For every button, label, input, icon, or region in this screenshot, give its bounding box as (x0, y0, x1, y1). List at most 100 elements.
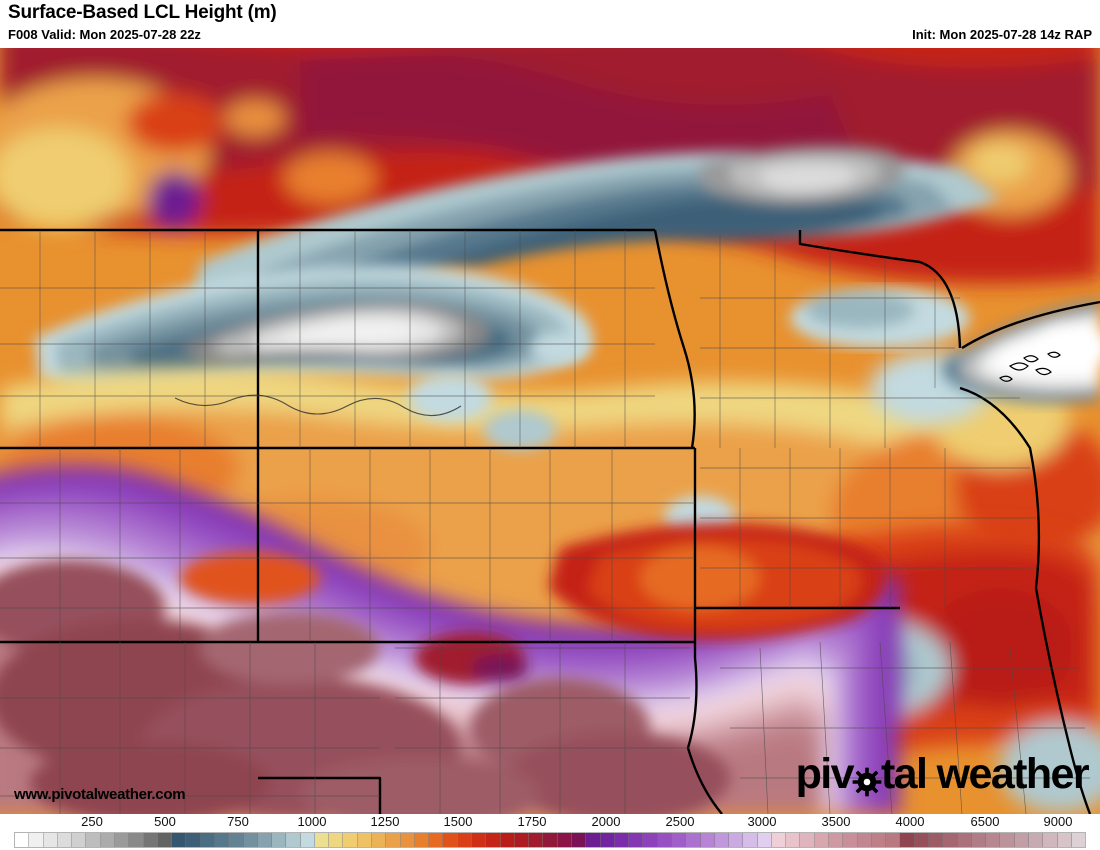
colorbar-swatch (1043, 833, 1058, 847)
colorbar-swatch (486, 833, 501, 847)
colorbar-swatch (243, 833, 258, 847)
colorbar-swatch (543, 833, 558, 847)
lake-shoreline-detail (999, 351, 1061, 382)
colorbar-swatch (272, 833, 287, 847)
brand-text-part2: tal weather (880, 750, 1090, 798)
colorbar-tick-label: 4000 (895, 814, 925, 829)
colorbar: 250 500 750 1000 1250 1500 1750 2000 2500 3000 350… (0, 814, 1100, 850)
colorbar-swatch (372, 833, 387, 847)
colorbar-swatch (172, 833, 187, 847)
weather-map[interactable]: www.pivotalweather.com piv tal weather (0, 48, 1100, 814)
colorbar-tick-label: 1500 (443, 814, 473, 829)
colorbar-swatch (343, 833, 358, 847)
colorbar-swatch (557, 833, 572, 847)
colorbar-swatch (143, 833, 158, 847)
page-title: Surface-Based LCL Height (m) (8, 2, 277, 23)
colorbar-tick-label: 6500 (970, 814, 1000, 829)
colorbar-swatch (386, 833, 401, 847)
colorbar-swatch (986, 833, 1001, 847)
colorbar-swatch (757, 833, 772, 847)
colorbar-swatch (900, 833, 915, 847)
colorbar-swatch (114, 833, 130, 847)
colorbar-swatch (1028, 833, 1044, 847)
colorbar-swatch (743, 833, 758, 847)
colorbar-swatch (472, 833, 487, 847)
colorbar-swatch (15, 833, 30, 847)
colorbar-swatch (914, 833, 929, 847)
colorbar-swatch (629, 833, 644, 847)
colorbar-tick-label: 250 (81, 814, 103, 829)
river-missouri (174, 394, 462, 417)
colorbar-tick-label: 9000 (1043, 814, 1073, 829)
colorbar-swatch (43, 833, 58, 847)
county-borders (0, 230, 1090, 814)
colorbar-swatch (443, 833, 458, 847)
colorbar-swatch (1000, 833, 1015, 847)
colorbar-swatch (457, 833, 472, 847)
colorbar-swatch (1071, 833, 1086, 847)
watermark-url: www.pivotalweather.com (14, 786, 186, 803)
colorbar-tick-labels: 250 500 750 1000 1250 1500 1750 2000 2500 3000 350… (0, 814, 1100, 831)
colorbar-swatch (357, 833, 373, 847)
colorbar-swatch (714, 833, 730, 847)
colorbar-swatch (229, 833, 244, 847)
colorbar-tick-label: 3500 (821, 814, 851, 829)
colorbar-tick-label: 1250 (370, 814, 400, 829)
colorbar-swatch (1014, 833, 1029, 847)
colorbar-tick-label: 2000 (591, 814, 621, 829)
colorbar-swatch (186, 833, 201, 847)
colorbar-swatch (800, 833, 815, 847)
colorbar-swatch (400, 833, 415, 847)
colorbar-swatch (614, 833, 630, 847)
colorbar-swatch (57, 833, 73, 847)
colorbar-tick-label: 2500 (665, 814, 695, 829)
colorbar-swatch (100, 833, 115, 847)
colorbar-swatch (529, 833, 544, 847)
colorbar-swatch (643, 833, 658, 847)
colorbar-tick-label: 1000 (297, 814, 327, 829)
brand-text-part1: piv (795, 750, 855, 798)
colorbar-swatch (843, 833, 858, 847)
pivotal-weather-logo: piv tal weather (795, 750, 1090, 798)
colorbar-swatch (414, 833, 430, 847)
colorbar-swatch (671, 833, 687, 847)
init-time-label: Init: Mon 2025-07-28 14z RAP (912, 27, 1092, 42)
colorbar-swatch (72, 833, 87, 847)
colorbar-swatch (829, 833, 844, 847)
colorbar-swatch (129, 833, 144, 847)
colorbar-swatch (329, 833, 344, 847)
header-bar: Surface-Based LCL Height (m) F008 Valid:… (0, 0, 1100, 48)
colorbar-swatch (200, 833, 215, 847)
colorbar-swatch (29, 833, 44, 847)
colorbar-swatch (300, 833, 315, 847)
colorbar-swatch (857, 833, 872, 847)
valid-time-label: F008 Valid: Mon 2025-07-28 22z (8, 27, 201, 42)
colorbar-swatch (514, 833, 530, 847)
colorbar-swatch (600, 833, 615, 847)
colorbar-swatch (586, 833, 601, 847)
colorbar-swatch (729, 833, 744, 847)
colorbar-swatch (571, 833, 587, 847)
colorbar-swatch (700, 833, 715, 847)
colorbar-swatch (786, 833, 801, 847)
colorbar-swatch (886, 833, 901, 847)
colorbar-swatch (257, 833, 273, 847)
colorbar-tick-label: 3000 (747, 814, 777, 829)
colorbar-swatches (14, 832, 1086, 848)
colorbar-swatch (943, 833, 958, 847)
colorbar-swatch (657, 833, 672, 847)
colorbar-swatch (500, 833, 515, 847)
colorbar-swatch (429, 833, 444, 847)
colorbar-swatch (957, 833, 972, 847)
colorbar-swatch (971, 833, 987, 847)
colorbar-swatch (314, 833, 330, 847)
colorbar-swatch (814, 833, 830, 847)
lcl-height-contour-field (0, 48, 1100, 814)
colorbar-swatch (686, 833, 701, 847)
colorbar-swatch (929, 833, 944, 847)
colorbar-tick-label: 1750 (517, 814, 547, 829)
colorbar-swatch (86, 833, 101, 847)
gear-icon (852, 762, 882, 796)
colorbar-swatch (771, 833, 787, 847)
colorbar-tick-label: 500 (154, 814, 176, 829)
